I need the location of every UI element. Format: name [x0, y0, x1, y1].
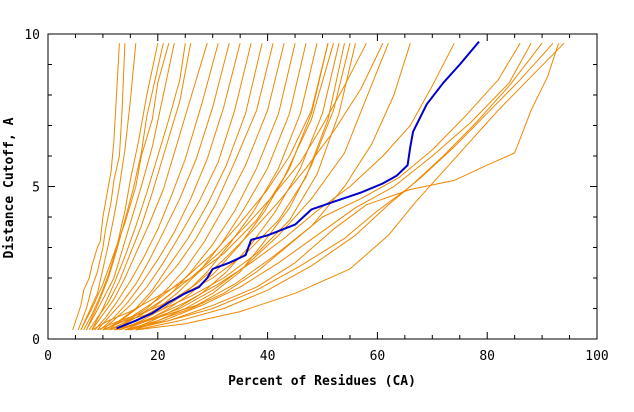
series-line-21	[91, 43, 334, 331]
series-line-38	[102, 43, 329, 331]
x-tick-label-100: 100	[585, 349, 608, 364]
x-tick-label-40: 40	[260, 349, 276, 364]
ticks-layer	[47, 33, 598, 340]
series-line-10	[99, 43, 241, 331]
x-axis-label: Percent of Residues (CA)	[228, 374, 416, 389]
series-line-3	[80, 43, 137, 331]
series-line-30	[127, 42, 532, 331]
y-tick-label-10: 10	[24, 28, 40, 43]
x-tick-label-60: 60	[370, 349, 386, 364]
series-line-33	[135, 42, 565, 331]
tick-labels-layer: 0 20 40 60 80 100 0 5 10	[24, 28, 608, 364]
series-line-12	[105, 43, 263, 331]
y-tick-label-0: 0	[32, 333, 40, 348]
series-line-31	[130, 42, 543, 331]
y-axis-label: Distance Cutoff, A	[2, 117, 17, 258]
series-line-13	[108, 43, 274, 331]
series-line-1	[72, 43, 120, 331]
series-line-2	[77, 43, 126, 331]
series-line-7	[91, 43, 208, 331]
highlight-series-line	[116, 40, 480, 330]
x-tick-label-20: 20	[150, 349, 166, 364]
series-line-6	[88, 43, 192, 331]
series-line-23	[102, 43, 356, 331]
series-line-24	[80, 43, 170, 331]
series-line-8	[94, 43, 219, 331]
series-line-32	[135, 42, 554, 331]
x-tick-label-0: 0	[44, 349, 52, 364]
series-line-11	[102, 43, 252, 331]
series-line-35	[119, 42, 455, 331]
x-tick-label-80: 80	[479, 349, 495, 364]
highlight-series-layer	[116, 40, 480, 330]
series-layer	[72, 42, 565, 331]
series-line-37	[108, 42, 367, 331]
series-line-34	[124, 43, 560, 331]
series-line-15	[113, 43, 296, 331]
series-line-28	[119, 43, 411, 331]
series-line-9	[97, 43, 230, 331]
series-line-4	[83, 43, 159, 331]
series-line-5	[85, 43, 175, 331]
y-tick-label-5: 5	[32, 181, 40, 196]
series-line-26	[91, 43, 186, 331]
series-line-25	[85, 43, 164, 331]
series-line-29	[124, 42, 521, 331]
series-line-27	[113, 43, 389, 331]
